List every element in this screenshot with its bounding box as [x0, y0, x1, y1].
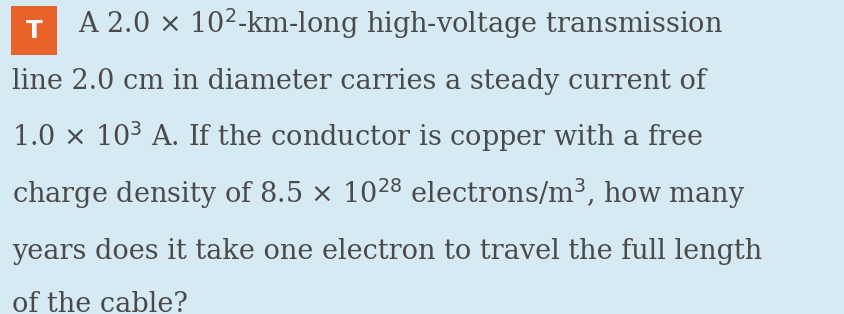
Text: charge density of 8.5 $\times$ 10$^{28}$ electrons/m$^{3}$, how many: charge density of 8.5 $\times$ 10$^{28}$…	[12, 176, 745, 210]
Text: years does it take one electron to travel the full length: years does it take one electron to trave…	[12, 238, 762, 265]
Text: 1.0 $\times$ 10$^{3}$ A. If the conductor is copper with a free: 1.0 $\times$ 10$^{3}$ A. If the conducto…	[12, 120, 703, 154]
Text: line 2.0 cm in diameter carries a steady current of: line 2.0 cm in diameter carries a steady…	[12, 68, 706, 95]
Text: A 2.0 $\times$ 10$^{2}$-km-long high-voltage transmission: A 2.0 $\times$ 10$^{2}$-km-long high-vol…	[78, 7, 722, 41]
FancyBboxPatch shape	[11, 6, 57, 55]
Text: of the cable?: of the cable?	[12, 291, 188, 314]
Text: T: T	[25, 19, 42, 43]
